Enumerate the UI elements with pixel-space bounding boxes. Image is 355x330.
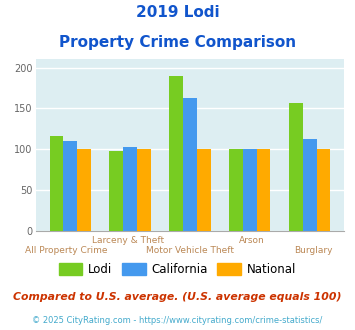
Bar (77, 149, 91, 231)
Bar (257, 149, 271, 231)
Bar (63, 141, 77, 231)
Bar (243, 149, 257, 231)
Bar (229, 149, 243, 231)
Text: Property Crime Comparison: Property Crime Comparison (59, 35, 296, 50)
Legend: Lodi, California, National: Lodi, California, National (54, 258, 301, 281)
Bar (137, 149, 151, 231)
Text: Compared to U.S. average. (U.S. average equals 100): Compared to U.S. average. (U.S. average … (13, 292, 342, 302)
Bar (303, 139, 317, 231)
Text: 2019 Lodi: 2019 Lodi (136, 5, 219, 20)
Text: Larceny & Theft: Larceny & Theft (92, 236, 164, 245)
Text: © 2025 CityRating.com - https://www.cityrating.com/crime-statistics/: © 2025 CityRating.com - https://www.city… (32, 316, 323, 325)
Bar (183, 98, 197, 231)
Bar (317, 149, 330, 231)
Text: Burglary: Burglary (294, 246, 333, 255)
Bar (169, 76, 183, 231)
Bar (50, 136, 63, 231)
Bar (289, 103, 303, 231)
Bar (123, 147, 137, 231)
Text: Arson: Arson (239, 236, 264, 245)
Text: All Property Crime: All Property Crime (25, 246, 108, 255)
Bar (197, 149, 211, 231)
Bar (109, 151, 123, 231)
Text: Motor Vehicle Theft: Motor Vehicle Theft (146, 246, 234, 255)
